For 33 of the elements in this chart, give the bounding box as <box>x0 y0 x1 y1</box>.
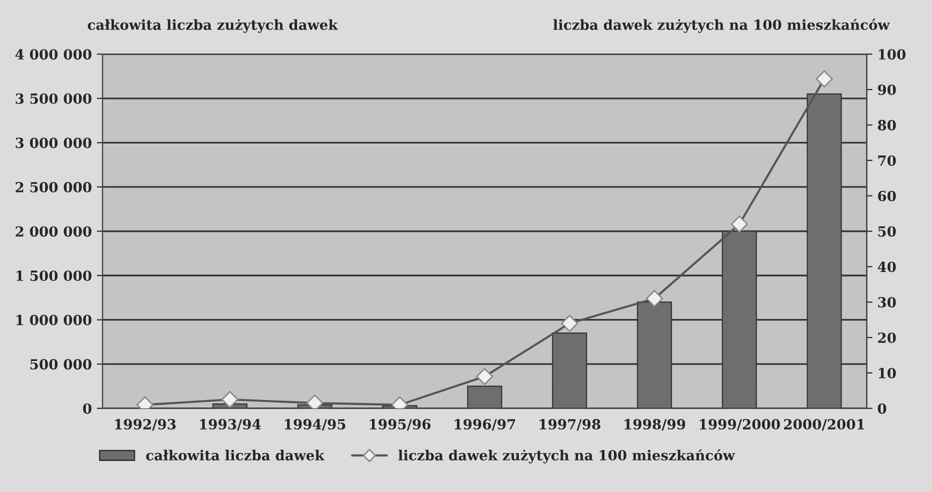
x-tick-label: 1999/2000 <box>700 419 780 431</box>
y2-tick-label: 100 <box>878 49 906 60</box>
legend-label: liczba dawek zużytych na 100 mieszkańców <box>398 449 736 464</box>
y-axis-title: całkowita liczba zużytych dawek <box>88 19 338 33</box>
x-tick-label: 1995/96 <box>370 419 431 431</box>
y-tick-label: 2 500 000 <box>16 182 92 192</box>
y-tick-label: 3 000 000 <box>16 138 92 148</box>
y2-tick-label: 80 <box>878 120 896 130</box>
y-tick-label: 4 000 000 <box>15 49 92 60</box>
y2-tick-label: 90 <box>878 84 896 96</box>
y-tick-label: 2 000 000 <box>16 226 92 237</box>
y2-tick-label: 70 <box>878 155 896 166</box>
y2-axis-title: liczba dawek zużytych na 100 mieszkańców <box>553 18 890 33</box>
x-tick-label: 1997/98 <box>540 419 600 431</box>
y2-tick-label: 40 <box>878 262 896 272</box>
x-tick-label: 2000/2001 <box>784 419 864 431</box>
legend-label: całkowita liczba dawek <box>146 450 325 461</box>
y-tick-label: 500 000 <box>30 359 92 370</box>
y2-tick-label: 30 <box>878 297 896 308</box>
y-tick-label: 0 <box>83 403 92 414</box>
y2-tick-label: 20 <box>878 332 896 343</box>
y-tick-label: 1 000 000 <box>16 314 92 326</box>
x-tick-label: 1992/93 <box>115 419 176 431</box>
x-tick-label: 1996/97 <box>454 419 516 431</box>
y2-tick-label: 50 <box>878 226 896 237</box>
y2-tick-label: 10 <box>878 368 896 378</box>
x-tick-label: 1993/94 <box>200 419 261 431</box>
y2-tick-label: 60 <box>878 190 896 202</box>
y-tick-label: 3 500 000 <box>16 93 92 104</box>
x-tick-label: 1998/99 <box>624 419 686 431</box>
x-tick-label: 1994/95 <box>284 419 346 431</box>
y-tick-label: 1 500 000 <box>16 270 92 281</box>
y2-tick-label: 0 <box>878 403 886 414</box>
